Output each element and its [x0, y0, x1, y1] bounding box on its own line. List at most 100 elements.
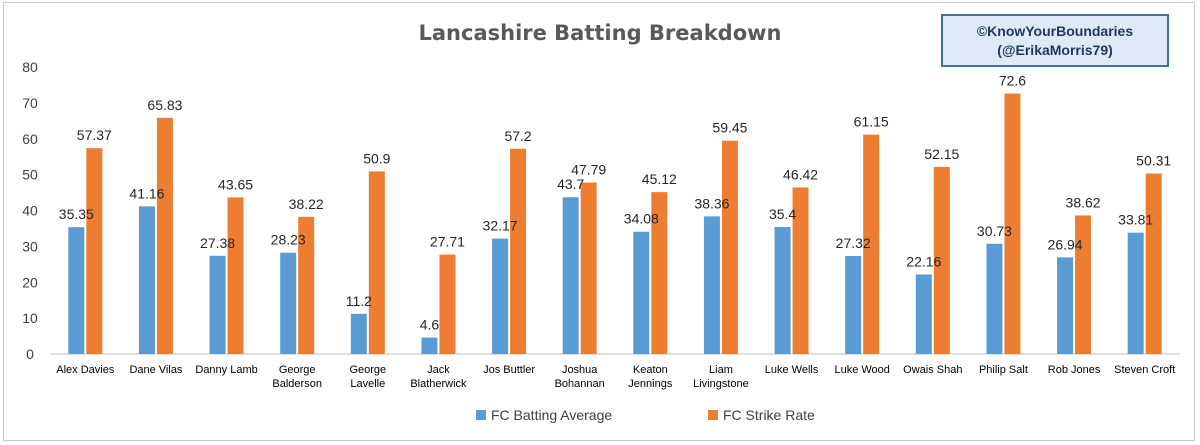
data-label-strike-rate: 65.83 [147, 97, 182, 113]
data-label-strike-rate: 59.45 [712, 120, 747, 136]
chart-title: Lancashire Batting Breakdown [419, 21, 782, 45]
bar-strike-rate [863, 134, 880, 354]
credit-line-1: ©KnowYourBoundaries [976, 22, 1134, 39]
category-label: Keaton Jennings [628, 364, 673, 390]
category-label: Alex Davies [56, 364, 115, 376]
data-label-strike-rate: 52.15 [924, 146, 959, 162]
y-tick-label: 20 [22, 274, 38, 290]
data-label-strike-rate: 57.2 [504, 128, 531, 144]
legend-swatch-strike-rate [708, 410, 718, 420]
bar-strike-rate [439, 254, 456, 354]
bar-strike-rate [721, 140, 738, 354]
bar-strike-rate [580, 182, 597, 354]
bar-batting-average [280, 252, 297, 354]
data-label-batting-average: 27.32 [836, 235, 871, 251]
bar-batting-average [915, 274, 932, 354]
bar-batting-average [68, 227, 85, 354]
bar-strike-rate [1004, 93, 1021, 355]
legend-label-batting-average: FC Batting Average [491, 407, 612, 423]
bar-batting-average [1057, 257, 1074, 354]
y-tick-label: 80 [22, 59, 38, 75]
legend: FC Batting Average FC Strike Rate [476, 407, 815, 423]
data-label-strike-rate: 43.65 [218, 176, 253, 192]
data-label-strike-rate: 61.15 [854, 114, 889, 130]
data-label-batting-average: 27.38 [200, 235, 235, 251]
bar-batting-average [138, 206, 155, 354]
y-axis-ticks: 0 10 20 30 40 50 60 70 80 [22, 59, 38, 362]
bar-batting-average [986, 243, 1003, 354]
category-label: Liam Livingstone [693, 364, 749, 390]
category-label: George Balderson [272, 364, 322, 390]
data-label-batting-average: 35.4 [769, 206, 796, 222]
y-tick-label: 40 [22, 203, 38, 219]
y-tick-label: 60 [22, 131, 38, 147]
data-label-strike-rate: 47.79 [571, 162, 606, 178]
y-tick-label: 10 [22, 310, 38, 326]
bar-strike-rate [1075, 215, 1092, 354]
data-label-batting-average: 43.7 [557, 176, 584, 192]
bar-batting-average [774, 227, 791, 354]
bar-batting-average [209, 255, 226, 354]
data-label-strike-rate: 46.42 [783, 166, 818, 182]
bar-strike-rate [227, 197, 244, 354]
category-label: Luke Wells [765, 364, 819, 376]
bar-strike-rate [1145, 173, 1162, 354]
category-label: Jos Buttler [483, 364, 535, 376]
y-tick-label: 30 [22, 238, 38, 254]
bar-strike-rate [156, 117, 173, 355]
data-label-batting-average: 32.17 [483, 218, 518, 234]
data-label-strike-rate: 50.31 [1136, 153, 1171, 169]
y-tick-label: 50 [22, 167, 38, 183]
data-label-batting-average: 11.2 [346, 293, 372, 309]
bar-batting-average [703, 216, 720, 354]
category-label: Danny Lamb [195, 364, 257, 376]
data-label-strike-rate: 38.22 [289, 196, 324, 212]
category-label: Philip Salt [979, 364, 1028, 376]
credit-box: ©KnowYourBoundaries (@ErikaMorris79) [941, 14, 1169, 67]
data-label-batting-average: 28.23 [271, 232, 306, 248]
chart-frame [3, 2, 1195, 441]
bar-batting-average [845, 255, 862, 354]
data-labels-group: 35.35 57.37 41.16 65.83 27.38 43.65 28.23 38.22… [59, 73, 1172, 333]
bar-strike-rate [933, 166, 950, 354]
legend-swatch-batting-average [476, 410, 486, 420]
data-label-batting-average: 4.6 [420, 316, 440, 332]
category-label: Dane Vilas [129, 364, 182, 376]
data-label-strike-rate: 45.12 [642, 171, 677, 187]
category-label: Luke Wood [834, 364, 889, 376]
data-label-strike-rate: 72.6 [999, 73, 1026, 89]
data-label-batting-average: 34.08 [624, 211, 659, 227]
bar-strike-rate [86, 148, 103, 354]
legend-label-strike-rate: FC Strike Rate [723, 407, 815, 423]
data-label-batting-average: 41.16 [129, 185, 164, 201]
data-label-strike-rate: 38.62 [1066, 194, 1101, 210]
bars-group [68, 93, 1162, 355]
category-label: George Lavelle [349, 364, 386, 390]
bar-strike-rate [651, 192, 668, 354]
y-tick-label: 0 [26, 346, 34, 362]
data-label-batting-average: 35.35 [59, 206, 94, 222]
bar-batting-average [350, 313, 367, 354]
data-label-strike-rate: 57.37 [77, 127, 112, 143]
bar-strike-rate [510, 148, 527, 354]
bar-batting-average [633, 231, 650, 354]
data-label-strike-rate: 27.71 [430, 234, 465, 250]
bar-strike-rate [792, 187, 809, 354]
data-label-batting-average: 33.81 [1118, 212, 1153, 228]
category-labels-group: Alex Davies Dane Vilas Danny Lamb George Bal… [56, 364, 1175, 390]
data-label-batting-average: 38.36 [694, 195, 729, 211]
bar-batting-average [421, 337, 438, 354]
data-label-batting-average: 30.73 [977, 223, 1012, 239]
data-label-batting-average: 26.94 [1048, 236, 1083, 252]
category-label: Steven Croft [1114, 364, 1175, 376]
bar-batting-average [492, 238, 509, 354]
data-label-batting-average: 22.16 [906, 254, 941, 270]
category-label: Jack Blatherwick [410, 364, 467, 390]
category-label: Owais Shah [903, 364, 962, 376]
bar-batting-average [562, 197, 579, 354]
y-tick-label: 70 [22, 95, 38, 111]
bar-strike-rate [298, 216, 315, 354]
bar-batting-average [1127, 232, 1144, 354]
category-label: Rob Jones [1048, 364, 1101, 376]
